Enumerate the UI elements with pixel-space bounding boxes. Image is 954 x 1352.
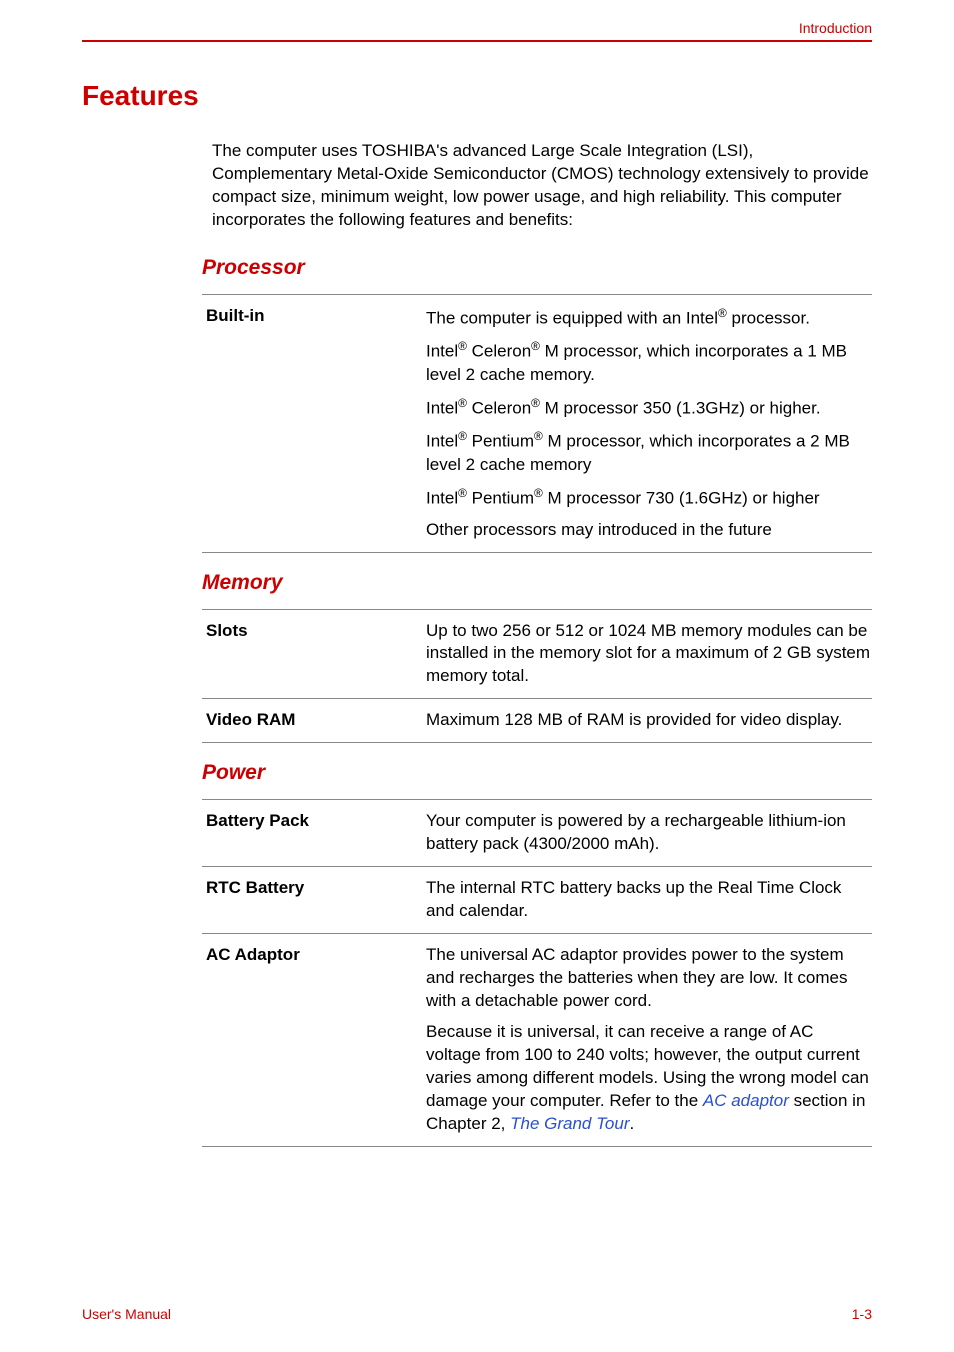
row-description: Up to two 256 or 512 or 1024 MB memory m… — [422, 609, 872, 699]
memory-table: Slots Up to two 256 or 512 or 1024 MB me… — [202, 609, 872, 744]
row-label: Battery Pack — [202, 800, 422, 867]
row-description: Your computer is powered by a rechargeab… — [422, 800, 872, 867]
footer-right: 1-3 — [852, 1306, 872, 1322]
row-description: Maximum 128 MB of RAM is provided for vi… — [422, 699, 872, 743]
table-row: RTC Battery The internal RTC battery bac… — [202, 867, 872, 934]
row-description: The universal AC adaptor provides power … — [422, 934, 872, 1147]
row-label: Video RAM — [202, 699, 422, 743]
ac-adaptor-link[interactable]: AC adaptor — [703, 1091, 789, 1110]
desc-para: The universal AC adaptor provides power … — [426, 944, 872, 1013]
header-rule — [82, 40, 872, 42]
desc-para: Maximum 128 MB of RAM is provided for vi… — [426, 709, 872, 732]
desc-para: Intel® Celeron® M processor, which incor… — [426, 338, 872, 387]
desc-para: Up to two 256 or 512 or 1024 MB memory m… — [426, 620, 872, 689]
table-row: AC Adaptor The universal AC adaptor prov… — [202, 934, 872, 1147]
main-heading: Features — [82, 80, 872, 112]
desc-para: Other processors may introduced in the f… — [426, 519, 872, 542]
footer-left: User's Manual — [82, 1306, 171, 1322]
row-label: Built-in — [202, 294, 422, 552]
desc-para: Intel® Pentium® M processor 730 (1.6GHz)… — [426, 485, 872, 511]
table-row: Battery Pack Your computer is powered by… — [202, 800, 872, 867]
memory-heading: Memory — [202, 571, 872, 595]
row-description: The internal RTC battery backs up the Re… — [422, 867, 872, 934]
desc-para: Your computer is powered by a rechargeab… — [426, 810, 872, 856]
grand-tour-link[interactable]: The Grand Tour — [510, 1114, 629, 1133]
power-heading: Power — [202, 761, 872, 785]
row-label: AC Adaptor — [202, 934, 422, 1147]
table-row: Video RAM Maximum 128 MB of RAM is provi… — [202, 699, 872, 743]
desc-para: The internal RTC battery backs up the Re… — [426, 877, 872, 923]
table-row: Built-in The computer is equipped with a… — [202, 294, 872, 552]
page-content: Features The computer uses TOSHIBA's adv… — [82, 80, 872, 1147]
header-section-label: Introduction — [799, 20, 872, 36]
desc-para: Because it is universal, it can receive … — [426, 1021, 872, 1136]
desc-text: . — [630, 1114, 635, 1133]
desc-para: The computer is equipped with an Intel® … — [426, 305, 872, 331]
row-description: The computer is equipped with an Intel® … — [422, 294, 872, 552]
processor-heading: Processor — [202, 256, 872, 280]
row-label: Slots — [202, 609, 422, 699]
power-table: Battery Pack Your computer is powered by… — [202, 799, 872, 1146]
row-label: RTC Battery — [202, 867, 422, 934]
desc-para: Intel® Pentium® M processor, which incor… — [426, 428, 872, 477]
desc-para: Intel® Celeron® M processor 350 (1.3GHz)… — [426, 395, 872, 421]
table-row: Slots Up to two 256 or 512 or 1024 MB me… — [202, 609, 872, 699]
processor-table: Built-in The computer is equipped with a… — [202, 294, 872, 553]
intro-paragraph: The computer uses TOSHIBA's advanced Lar… — [212, 140, 872, 232]
